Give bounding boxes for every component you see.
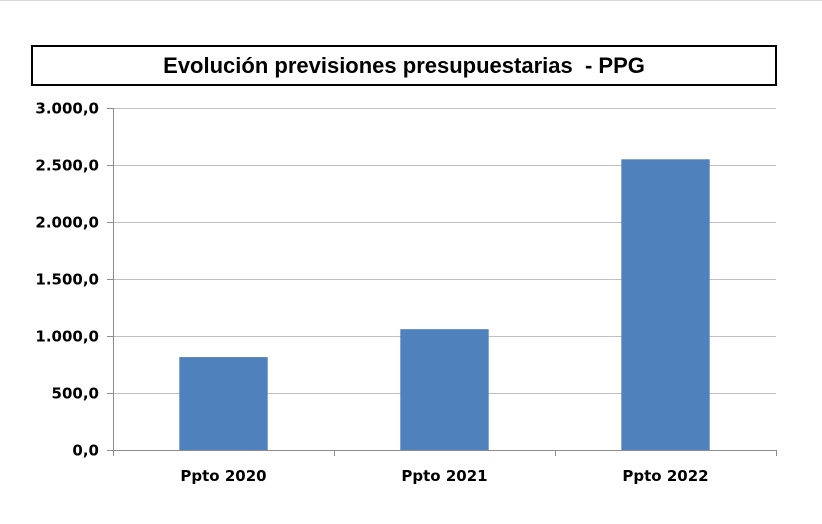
x-tick-label: Ppto 2020: [180, 467, 266, 485]
x-tick-label: Ppto 2022: [622, 467, 708, 485]
y-tick-label: 1.000,0: [35, 328, 99, 346]
y-tick-label: 3.000,0: [35, 100, 99, 118]
x-tick-label: Ppto 2021: [401, 467, 487, 485]
y-tick-label: 1.500,0: [35, 271, 99, 289]
bar: [621, 159, 710, 451]
y-tick-label: 500,0: [52, 385, 99, 403]
top-divider: [0, 0, 822, 1]
bar: [400, 329, 489, 450]
y-tick-label: 2.500,0: [35, 157, 99, 175]
chart-title-box: Evolución previsiones presupuestarias - …: [31, 45, 777, 86]
y-tick-label: 2.000,0: [35, 214, 99, 232]
y-tick-label: 0,0: [72, 442, 99, 460]
bar: [179, 357, 268, 450]
chart-title: Evolución previsiones presupuestarias - …: [163, 52, 645, 78]
